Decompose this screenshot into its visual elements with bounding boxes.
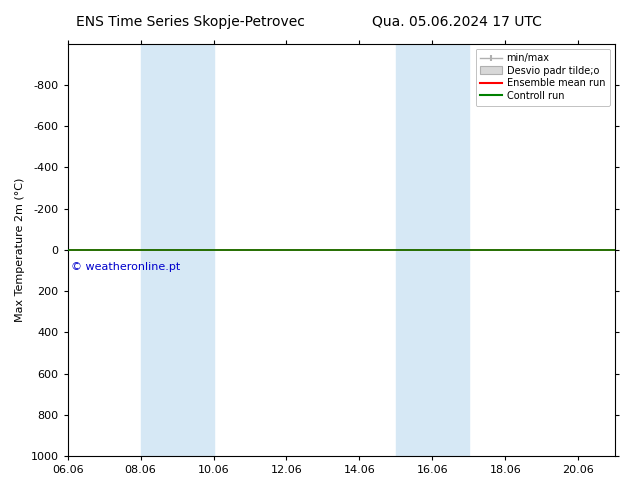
Y-axis label: Max Temperature 2m (°C): Max Temperature 2m (°C) — [15, 178, 25, 322]
Legend: min/max, Desvio padr tilde;o, Ensemble mean run, Controll run: min/max, Desvio padr tilde;o, Ensemble m… — [476, 49, 610, 105]
Text: ENS Time Series Skopje-Petrovec: ENS Time Series Skopje-Petrovec — [75, 15, 305, 29]
Bar — [141, 44, 214, 456]
Text: © weatheronline.pt: © weatheronline.pt — [71, 262, 180, 272]
Text: Qua. 05.06.2024 17 UTC: Qua. 05.06.2024 17 UTC — [372, 15, 541, 29]
Bar — [396, 44, 469, 456]
